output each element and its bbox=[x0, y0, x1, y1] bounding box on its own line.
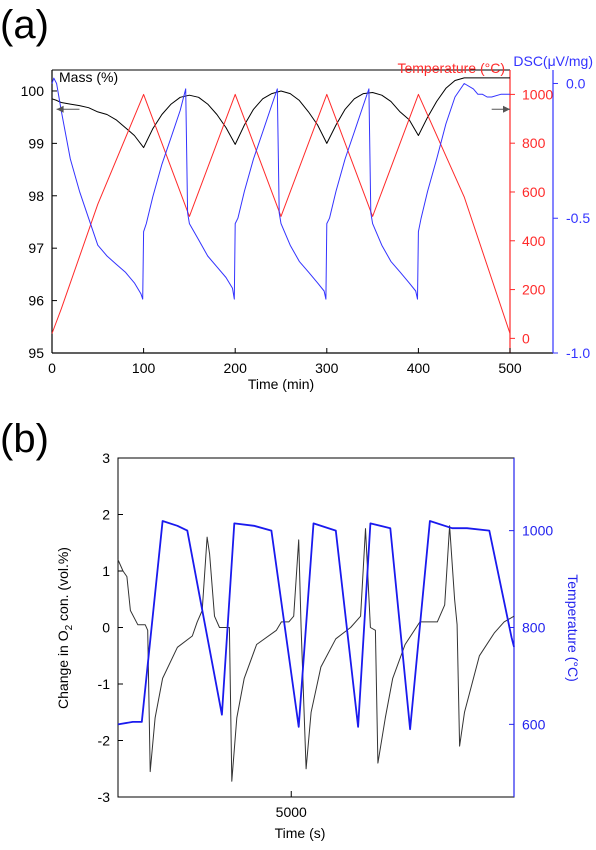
panel-a-series-line-mass bbox=[51, 77, 510, 149]
panel-a-temperature-tick-label: 600 bbox=[522, 184, 546, 200]
panel-a-x-tick-label: 200 bbox=[224, 360, 248, 376]
panel-a-mass-tick-label: 98 bbox=[28, 188, 44, 204]
panel-a-temperature-tick-label: 400 bbox=[522, 233, 546, 249]
panel-b-y-label-subscript: 2 bbox=[64, 624, 75, 630]
panel-b-series-line-o2 bbox=[117, 525, 515, 782]
panel-a-x-tick-label: 100 bbox=[132, 360, 156, 376]
panel-b-o2-tick-label: 2 bbox=[102, 507, 110, 523]
panel-a-temperature-tick-label: 800 bbox=[522, 135, 546, 151]
panel-b-o2-tick-label: -3 bbox=[98, 789, 111, 805]
panel-a-dsc-tick-label: -0.5 bbox=[566, 210, 590, 226]
panel-a-ticks: 0 100 200 300 400 500959697989910002004006008… bbox=[21, 75, 591, 376]
panel-b-ticks: 5000 -3 -2 -1 0 1 2 3 600 800 1000 bbox=[98, 450, 554, 820]
panel-b-frame bbox=[117, 457, 515, 798]
panel-b-temperature-label: Temperature (°C) bbox=[565, 574, 581, 682]
panel-b-o2-tick-label: 3 bbox=[102, 450, 110, 466]
panel-b-temperature-tick-label: 800 bbox=[522, 620, 546, 636]
panel-b-x-tick-label: 5000 bbox=[276, 804, 307, 820]
panel-a-mass-tick-label: 95 bbox=[28, 345, 44, 361]
panel-a-temperature-tick-label: 0 bbox=[522, 330, 530, 346]
panel-a-mass-tick-label: 97 bbox=[28, 240, 44, 256]
panel-a-x-label: Time (min) bbox=[248, 376, 314, 392]
panel-b-chart: Change in O2 con. (vol.%) Temperature (°… bbox=[55, 450, 581, 841]
panel-a-chart: Mass (%) Temperature (°C) DSC(μV/mg) Tim… bbox=[21, 53, 593, 392]
panel-b-o2-tick-label: -1 bbox=[98, 676, 111, 692]
panel-b-y-label-part-1: Change in O bbox=[55, 630, 71, 709]
panel-b-o2-tick-label: 0 bbox=[102, 620, 110, 636]
panel-a-mass-label: Mass (%) bbox=[59, 69, 118, 85]
panel-b-o2-tick-label: 1 bbox=[102, 563, 110, 579]
panel-a-x-tick-label: 300 bbox=[315, 360, 339, 376]
panel-a-letter: (a) bbox=[0, 3, 49, 47]
panel-a-series-line-temperature bbox=[51, 93, 511, 334]
panel-b-y-label-part-3: con. (vol.%) bbox=[55, 547, 71, 625]
panel-a-temperature-label: Temperature (°C) bbox=[397, 60, 505, 76]
panel-b-series-line-temperature bbox=[117, 520, 515, 731]
panel-b-y-label: Change in O2 con. (vol.%) bbox=[55, 547, 75, 709]
panel-a-x-tick-label: 400 bbox=[407, 360, 431, 376]
panel-a-x-tick-label: 500 bbox=[498, 360, 522, 376]
panel-a-x-tick-label: 0 bbox=[48, 360, 56, 376]
panel-a-mass-tick-label: 99 bbox=[28, 135, 44, 151]
panel-b-series bbox=[117, 520, 515, 782]
panel-a-mass-tick-label: 100 bbox=[21, 83, 45, 99]
panel-b-o2-tick-label: -2 bbox=[98, 733, 111, 749]
panel-a-temperature-tick-label: 1000 bbox=[522, 86, 553, 102]
panel-b-letter: (b) bbox=[0, 417, 49, 461]
panel-a-mass-tick-label: 96 bbox=[28, 293, 44, 309]
panel-a-temperature-tick-label: 200 bbox=[522, 282, 546, 298]
panel-a-dsc-tick-label: -1.0 bbox=[566, 345, 590, 361]
panel-b-temperature-tick-label: 600 bbox=[522, 716, 546, 732]
panel-a-axis-arrow-head bbox=[503, 105, 510, 113]
panel-a-dsc-label: DSC(μV/mg) bbox=[513, 53, 593, 69]
panel-a-series-line-dsc bbox=[51, 77, 510, 300]
panel-a-axis-arrow-head bbox=[56, 105, 64, 113]
panel-a-series bbox=[51, 77, 511, 334]
panel-b-x-label: Time (s) bbox=[275, 825, 326, 841]
panel-b-temperature-tick-label: 1000 bbox=[522, 523, 553, 539]
panel-a-dsc-tick-label: 0.0 bbox=[566, 75, 586, 91]
